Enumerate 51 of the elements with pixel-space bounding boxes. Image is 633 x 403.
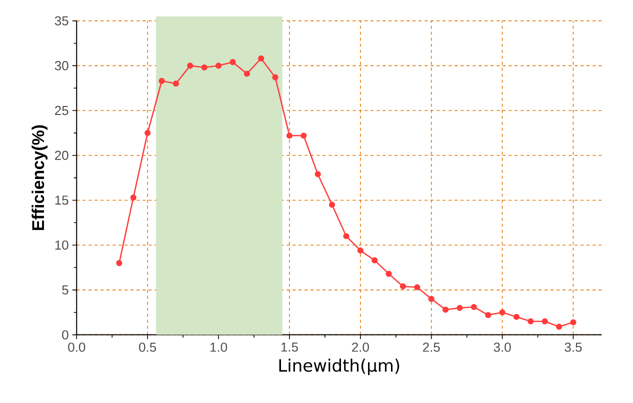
point [499,309,506,316]
point [328,202,336,208]
y-tick-label: 30 [54,61,68,70]
point [158,78,165,84]
point [386,270,392,277]
point [215,62,222,69]
x-tick-label: 0.0 [68,342,86,352]
point [144,130,151,136]
point [542,318,548,324]
point [258,55,264,62]
point [357,247,364,254]
y-tick-label: 20 [55,150,68,160]
point [300,132,307,139]
point [372,257,378,264]
point [442,306,449,313]
point [456,304,463,311]
x-axis-title: Linewidth(μm) [279,358,400,376]
point [513,314,520,320]
point [286,132,293,139]
y-tick-label: 25 [55,106,68,116]
point [485,312,492,318]
point [130,194,136,201]
point [272,74,278,80]
y-tick-label: 5 [62,285,68,294]
x-tick-label: 1.0 [210,342,228,352]
point [314,171,321,178]
y-tick-label: 10 [55,240,68,250]
point [230,59,236,66]
point [201,64,208,71]
x-tick-label: 1.5 [281,342,298,352]
point [172,80,179,87]
point [470,304,477,310]
point [116,260,122,266]
point [414,284,420,290]
x-tick-label: 0.5 [139,342,156,352]
point [400,283,406,290]
x-tick-label: 2.5 [422,342,440,352]
point [570,319,576,326]
y-tick-label: 35 [54,16,68,26]
y-tick-label: 15 [55,196,68,205]
y-tick-label: 0 [62,330,68,340]
x-tick-label: 3.5 [564,342,582,352]
point [343,233,350,240]
x-tick-label: 2.0 [352,342,369,352]
y-axis-title: Efficiency(%) [32,125,48,230]
point [428,296,434,302]
x-tick-label: 3.0 [494,342,511,352]
point [528,318,534,324]
point [244,70,250,77]
point [556,324,562,330]
point [187,62,194,69]
